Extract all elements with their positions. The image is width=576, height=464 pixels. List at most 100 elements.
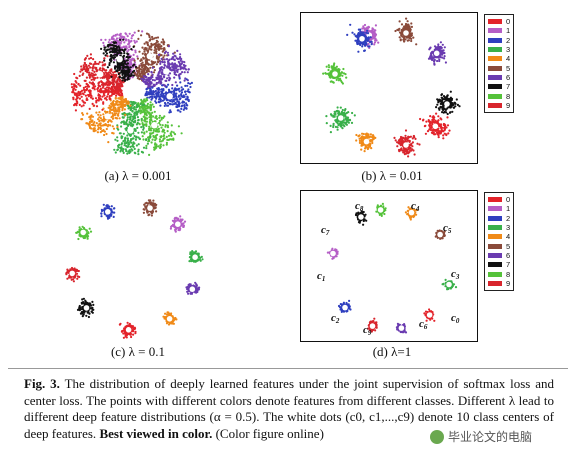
feature-point	[118, 80, 121, 83]
feature-point	[116, 49, 119, 52]
feature-point	[373, 37, 377, 40]
feature-point	[187, 286, 191, 289]
feature-point	[440, 49, 444, 52]
feature-point	[374, 34, 377, 37]
feature-point	[125, 122, 128, 126]
feature-point	[103, 117, 106, 120]
feature-point	[120, 99, 123, 102]
cluster-b-8	[322, 62, 348, 85]
feature-point	[99, 85, 102, 88]
feature-point	[163, 61, 166, 64]
feature-point	[140, 126, 143, 129]
feature-point	[89, 66, 92, 69]
feature-point	[108, 43, 111, 46]
feature-point	[129, 117, 132, 120]
feature-point	[73, 72, 76, 76]
feature-point	[132, 53, 135, 57]
legend-label: 7	[506, 82, 511, 92]
feature-point	[108, 95, 111, 98]
feature-point	[97, 128, 100, 131]
feature-point	[146, 102, 150, 105]
feature-point	[440, 118, 443, 121]
feature-point	[436, 103, 439, 106]
feature-point	[143, 111, 146, 114]
feature-point	[166, 104, 169, 107]
feature-point	[155, 130, 158, 133]
feature-point	[93, 104, 96, 107]
feature-point	[150, 141, 153, 144]
feature-point	[106, 125, 109, 128]
feature-point	[419, 117, 422, 121]
feature-point	[133, 128, 136, 131]
feature-point	[335, 120, 338, 124]
feature-point	[128, 32, 131, 35]
feature-point	[164, 79, 167, 82]
feature-point	[139, 112, 142, 115]
feature-point	[175, 69, 178, 72]
feature-point	[81, 118, 84, 121]
feature-point	[128, 149, 131, 152]
feature-point	[125, 38, 128, 41]
feature-point	[332, 81, 335, 84]
feature-point	[456, 103, 459, 106]
feature-point	[114, 41, 117, 44]
feature-point	[147, 70, 151, 73]
feature-point	[191, 252, 194, 255]
feature-point	[150, 43, 153, 46]
feature-point	[135, 136, 138, 139]
feature-point	[127, 324, 130, 327]
feature-point	[151, 78, 154, 82]
feature-point	[120, 81, 123, 84]
legend-swatch	[488, 56, 502, 62]
feature-point	[145, 138, 148, 142]
feature-point	[134, 51, 137, 54]
feature-point	[166, 65, 169, 68]
feature-point	[88, 57, 91, 60]
feature-point	[116, 65, 119, 68]
feature-point	[81, 315, 84, 318]
feature-point	[344, 112, 347, 115]
feature-point	[393, 136, 396, 139]
feature-point	[106, 72, 109, 75]
feature-point	[431, 132, 434, 135]
feature-point	[150, 104, 153, 107]
feature-point	[161, 99, 164, 102]
feature-point	[96, 124, 99, 127]
feature-point	[155, 101, 158, 104]
feature-point	[174, 316, 177, 320]
feature-point	[110, 75, 113, 78]
feature-point	[186, 104, 189, 107]
feature-point	[109, 214, 112, 217]
feature-point	[341, 71, 344, 74]
feature-point	[408, 33, 411, 36]
feature-point	[187, 82, 190, 85]
feature-point	[149, 199, 152, 202]
feature-point	[167, 314, 170, 317]
feature-point	[141, 151, 145, 154]
legend-label: 3	[506, 45, 511, 55]
feature-point	[146, 44, 150, 47]
feature-point	[140, 34, 143, 37]
feature-point	[152, 43, 155, 46]
feature-point	[94, 124, 97, 127]
feature-point	[159, 60, 162, 64]
feature-point	[75, 81, 78, 84]
feature-point	[143, 119, 146, 122]
feature-point	[129, 62, 133, 65]
feature-point	[119, 38, 122, 41]
feature-point	[105, 98, 108, 101]
feature-point	[148, 120, 151, 123]
feature-point	[82, 104, 85, 107]
feature-point	[339, 124, 342, 127]
feature-point	[334, 66, 337, 70]
feature-point	[162, 315, 165, 318]
feature-point	[438, 58, 441, 61]
feature-point	[123, 48, 127, 51]
feature-point	[329, 131, 332, 134]
feature-point	[107, 80, 110, 83]
feature-point	[372, 28, 375, 31]
feature-point	[158, 116, 161, 119]
feature-point	[179, 56, 182, 59]
feature-point	[112, 46, 115, 50]
feature-point	[185, 78, 188, 81]
